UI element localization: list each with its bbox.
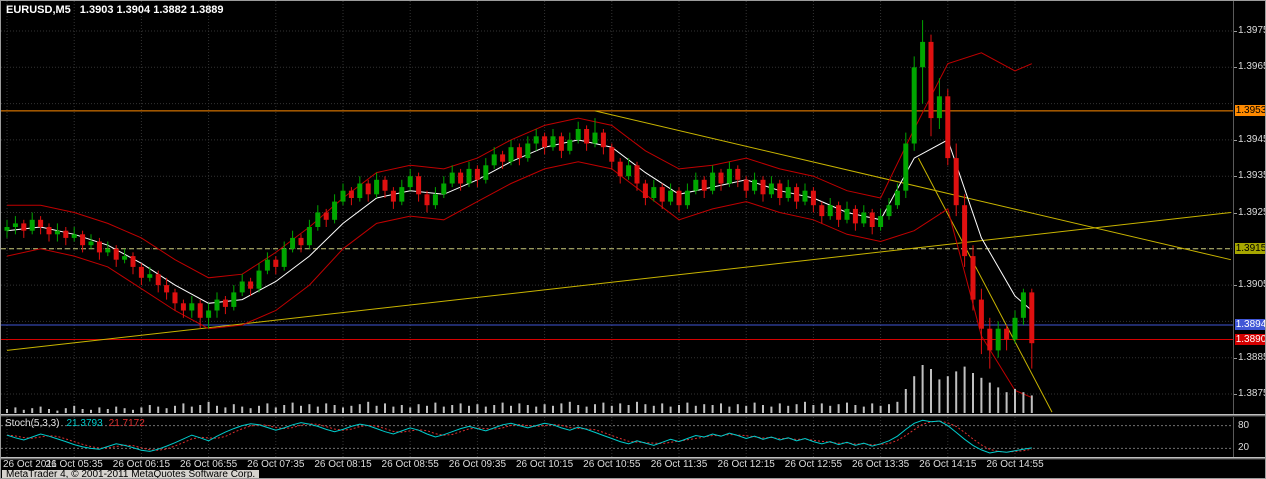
price-axis[interactable]: 1.3975 1.3965 1.3945 1.3935 1.3925 1.3905 1.38… — [1233, 1, 1266, 414]
time-axis[interactable]: 26 Oct 2011 26 Oct 05:35 26 Oct 06:15 26 Oc… — [1, 459, 1265, 471]
time-axis-label: 26 Oct 13:35 — [851, 459, 910, 470]
price-axis-label: 1.3975 — [1238, 25, 1266, 36]
price-axis-label: 1.3885 — [1238, 351, 1266, 363]
stochastic-pane[interactable]: Stoch(5,3,3) 21.3793 21.7172 — [1, 417, 1233, 457]
price-axis-label: 1.3875 — [1238, 388, 1266, 399]
time-axis-label: 26 Oct 06:55 — [179, 459, 238, 470]
price-axis-tick — [1234, 139, 1237, 141]
stochastic-main-value: 21.3793 — [66, 418, 103, 429]
stochastic-signal-value: 21.7172 — [108, 418, 145, 429]
chart-title: EURUSD,M5 1.3903 1.3904 1.3882 1.3889 — [6, 4, 224, 16]
time-axis-label: 26 Oct 12:15 — [717, 459, 775, 470]
main-chart[interactable]: EURUSD,M5 1.3903 1.3904 1.3882 1.3889 — [1, 1, 1233, 414]
price-chart-canvas[interactable] — [1, 1, 1233, 414]
pane-splitter-top[interactable] — [1, 414, 1265, 417]
time-axis-label: 26 Oct 05:35 — [45, 459, 103, 470]
price-level-badge: 1.3890 — [1235, 333, 1266, 345]
time-axis-label: 26 Oct 10:15 — [515, 459, 574, 470]
price-axis-label: 1.3945 — [1238, 133, 1266, 145]
price-axis-tick — [1234, 176, 1237, 178]
price-level-badge: 1.3915 — [1235, 242, 1266, 254]
time-axis-label: 26 Oct 2011 — [3, 459, 57, 470]
time-axis-label: 26 Oct 12:55 — [784, 459, 843, 470]
price-axis-label: 1.3965 — [1238, 61, 1266, 73]
pane-splitter-bottom[interactable] — [1, 457, 1265, 460]
price-axis-label: 1.3925 — [1238, 206, 1266, 218]
price-level-badge: 1.3894 — [1235, 319, 1266, 330]
price-axis-tick — [1234, 394, 1237, 395]
time-axis-label: 26 Oct 10:55 — [583, 459, 641, 470]
stochastic-axis-label: 20 — [1238, 442, 1250, 454]
time-axis-label: 26 Oct 11:35 — [650, 459, 708, 470]
copyright-bar: MetaTrader 4, © 2001-2011 MetaQuotes Sof… — [2, 470, 260, 478]
time-axis-label: 26 Oct 07:35 — [247, 459, 305, 470]
price-axis-tick — [1234, 31, 1237, 32]
stochastic-canvas[interactable] — [1, 417, 1233, 457]
time-axis-label: 26 Oct 08:15 — [314, 459, 372, 470]
stochastic-indicator-label: Stoch(5,3,3) 21.3793 21.7172 — [5, 418, 145, 429]
time-axis-label: 26 Oct 14:15 — [919, 459, 977, 470]
stochastic-axis-label: 80 — [1238, 419, 1250, 431]
price-axis-tick — [1234, 357, 1237, 359]
price-axis-tick — [1234, 212, 1237, 214]
time-axis-label: 26 Oct 14:55 — [986, 459, 1044, 470]
price-axis-label: 1.3905 — [1238, 279, 1266, 291]
chart-ohlc-values: 1.3903 1.3904 1.3882 1.3889 — [79, 4, 224, 16]
stochastic-axis[interactable]: 80 20 — [1233, 417, 1265, 457]
time-axis-label: 26 Oct 06:15 — [112, 459, 171, 470]
price-axis-tick — [1234, 67, 1237, 69]
stochastic-name: Stoch(5,3,3) — [5, 418, 60, 429]
price-level-badge: 1.3953 — [1235, 104, 1266, 116]
time-axis-label: 26 Oct 08:55 — [381, 459, 439, 470]
time-axis-label: 26 Oct 09:35 — [448, 459, 507, 470]
chart-symbol-period: EURUSD,M5 — [6, 4, 71, 16]
price-axis-label: 1.3935 — [1238, 170, 1266, 182]
price-axis-tick — [1234, 285, 1237, 287]
